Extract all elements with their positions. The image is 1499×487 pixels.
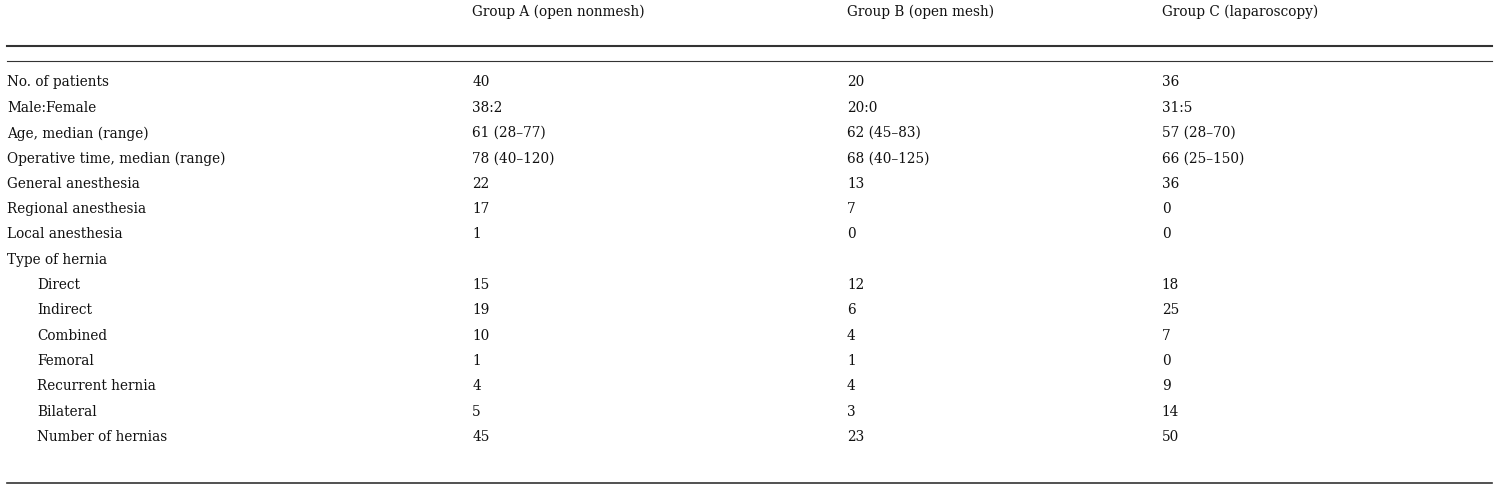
Text: 23: 23 (847, 430, 865, 444)
Text: 7: 7 (1162, 329, 1171, 343)
Text: 20: 20 (847, 75, 865, 90)
Text: Recurrent hernia: Recurrent hernia (37, 379, 156, 393)
Text: 4: 4 (847, 329, 856, 343)
Text: 1: 1 (472, 354, 481, 368)
Text: 1: 1 (847, 354, 856, 368)
Text: 7: 7 (847, 202, 856, 216)
Text: 0: 0 (1162, 354, 1171, 368)
Text: 0: 0 (847, 227, 856, 242)
Text: 31:5: 31:5 (1162, 101, 1192, 115)
Text: 0: 0 (1162, 202, 1171, 216)
Text: 10: 10 (472, 329, 490, 343)
Text: 57 (28–70): 57 (28–70) (1162, 126, 1235, 140)
Text: Age, median (range): Age, median (range) (7, 126, 148, 141)
Text: 6: 6 (847, 303, 856, 318)
Text: Regional anesthesia: Regional anesthesia (7, 202, 147, 216)
Text: 0: 0 (1162, 227, 1171, 242)
Text: 3: 3 (847, 405, 856, 419)
Text: Type of hernia: Type of hernia (7, 253, 108, 267)
Text: Indirect: Indirect (37, 303, 93, 318)
Text: 5: 5 (472, 405, 481, 419)
Text: 1: 1 (472, 227, 481, 242)
Text: 38:2: 38:2 (472, 101, 502, 115)
Text: 45: 45 (472, 430, 490, 444)
Text: 14: 14 (1162, 405, 1180, 419)
Text: Direct: Direct (37, 278, 81, 292)
Text: 36: 36 (1162, 177, 1180, 191)
Text: 4: 4 (472, 379, 481, 393)
Text: Group C (laparoscopy): Group C (laparoscopy) (1162, 5, 1318, 19)
Text: 18: 18 (1162, 278, 1180, 292)
Text: 78 (40–120): 78 (40–120) (472, 151, 555, 166)
Text: 50: 50 (1162, 430, 1180, 444)
Text: Group A (open nonmesh): Group A (open nonmesh) (472, 5, 645, 19)
Text: Bilateral: Bilateral (37, 405, 97, 419)
Text: 15: 15 (472, 278, 490, 292)
Text: 19: 19 (472, 303, 490, 318)
Text: 17: 17 (472, 202, 490, 216)
Text: 61 (28–77): 61 (28–77) (472, 126, 546, 140)
Text: 40: 40 (472, 75, 490, 90)
Text: Male:Female: Male:Female (7, 101, 97, 115)
Text: 22: 22 (472, 177, 490, 191)
Text: 62 (45–83): 62 (45–83) (847, 126, 920, 140)
Text: 66 (25–150): 66 (25–150) (1162, 151, 1244, 166)
Text: 9: 9 (1162, 379, 1171, 393)
Text: 12: 12 (847, 278, 865, 292)
Text: 25: 25 (1162, 303, 1180, 318)
Text: Group B (open mesh): Group B (open mesh) (847, 5, 994, 19)
Text: Combined: Combined (37, 329, 108, 343)
Text: 4: 4 (847, 379, 856, 393)
Text: 20:0: 20:0 (847, 101, 877, 115)
Text: 36: 36 (1162, 75, 1180, 90)
Text: General anesthesia: General anesthesia (7, 177, 141, 191)
Text: Number of hernias: Number of hernias (37, 430, 168, 444)
Text: No. of patients: No. of patients (7, 75, 109, 90)
Text: Local anesthesia: Local anesthesia (7, 227, 123, 242)
Text: 13: 13 (847, 177, 865, 191)
Text: Femoral: Femoral (37, 354, 94, 368)
Text: Operative time, median (range): Operative time, median (range) (7, 151, 226, 166)
Text: 68 (40–125): 68 (40–125) (847, 151, 929, 166)
